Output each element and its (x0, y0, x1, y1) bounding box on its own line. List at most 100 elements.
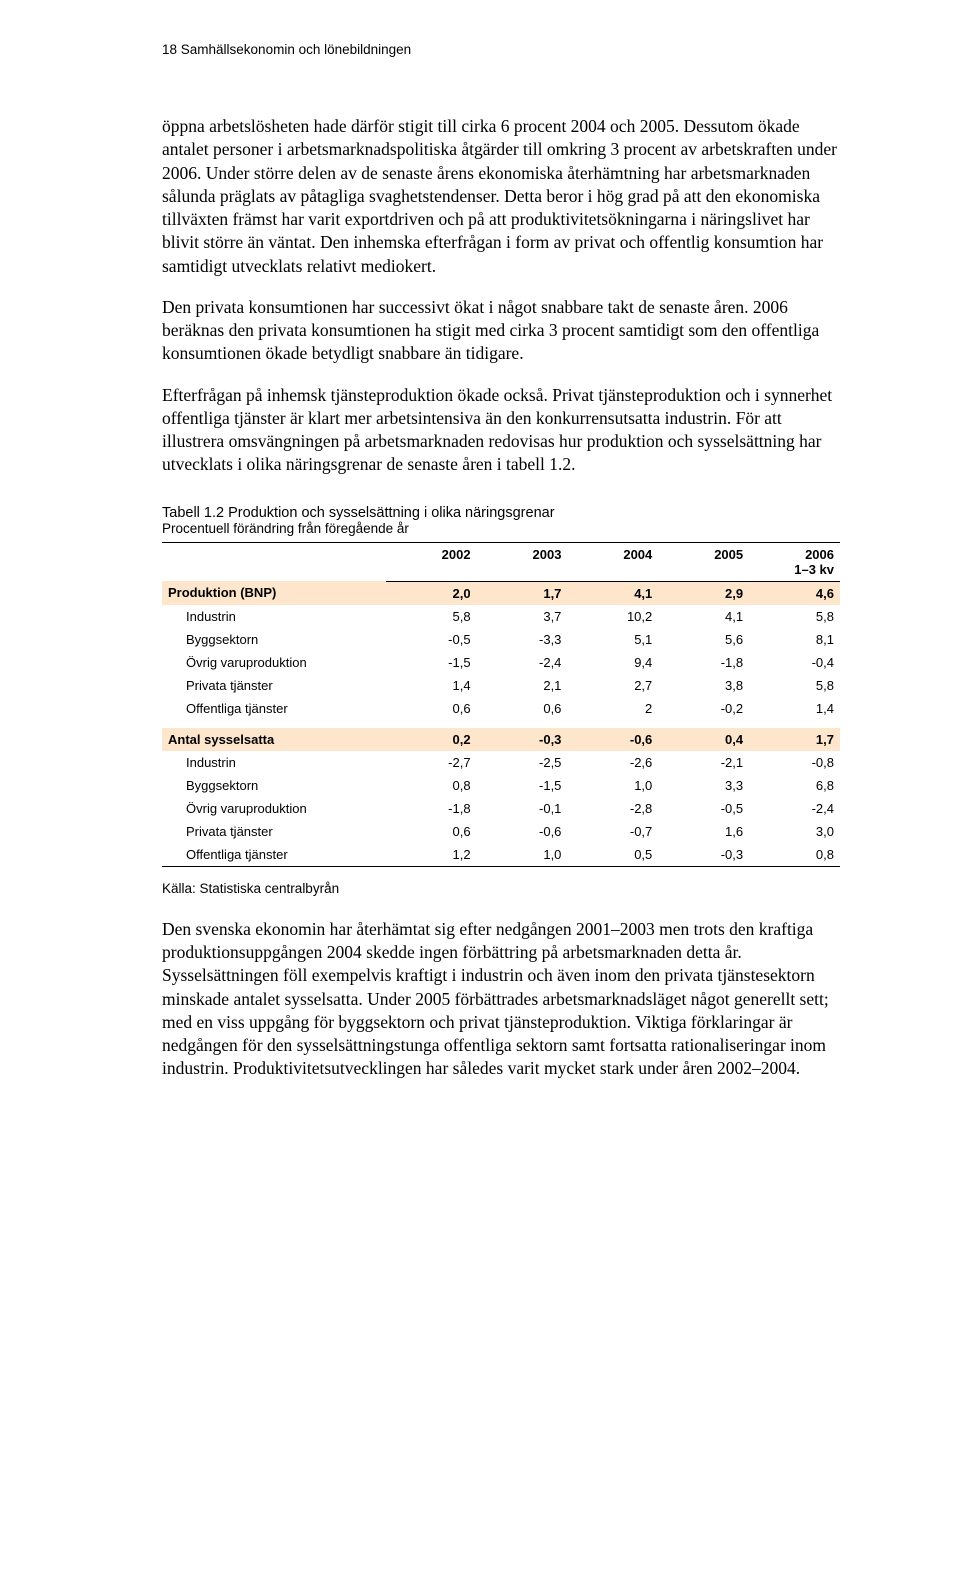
table-cell: -2,4 (749, 797, 840, 820)
table-cell: -2,6 (567, 751, 658, 774)
table-row-label: Byggsektorn (162, 774, 386, 797)
table-header-empty (162, 542, 386, 581)
table-cell: -2,7 (386, 751, 477, 774)
table-section-row: Produktion (BNP)2,01,74,12,94,6 (162, 581, 840, 605)
table-cell: 2 (567, 697, 658, 720)
table-cell: -2,5 (477, 751, 568, 774)
page-header: 18 Samhällsekonomin och lönebildningen (162, 42, 840, 57)
table-row-label: Offentliga tjänster (162, 843, 386, 867)
table-cell: -2,8 (567, 797, 658, 820)
table-cell: -0,3 (477, 728, 568, 751)
table-cell: 1,2 (386, 843, 477, 867)
table-section-label: Produktion (BNP) (162, 581, 386, 605)
table-cell: 3,7 (477, 605, 568, 628)
table-title: Tabell 1.2 Produktion och sysselsättning… (162, 505, 840, 521)
table-cell: 0,6 (477, 697, 568, 720)
table-cell: 4,6 (749, 581, 840, 605)
table-cell: 3,8 (658, 674, 749, 697)
table-cell: 0,8 (749, 843, 840, 867)
table-cell: -0,7 (567, 820, 658, 843)
table-cell: 3,3 (658, 774, 749, 797)
table-cell: 6,8 (749, 774, 840, 797)
table-row-label: Byggsektorn (162, 628, 386, 651)
table-source: Källa: Statistiska centralbyrån (162, 881, 840, 896)
table-cell: -1,8 (386, 797, 477, 820)
table-cell: 1,4 (749, 697, 840, 720)
table-cell: -0,4 (749, 651, 840, 674)
table-cell: 0,8 (386, 774, 477, 797)
table-cell: -0,6 (567, 728, 658, 751)
table-row: Privata tjänster1,42,12,73,85,8 (162, 674, 840, 697)
table-cell: -0,5 (386, 628, 477, 651)
paragraph-4: Den svenska ekonomin har återhämtat sig … (162, 918, 840, 1081)
table-row: Byggsektorn0,8-1,51,03,36,8 (162, 774, 840, 797)
table-row: Offentliga tjänster0,60,62-0,21,4 (162, 697, 840, 720)
table-cell: -0,6 (477, 820, 568, 843)
table-row-label: Privata tjänster (162, 820, 386, 843)
table-row: Industrin-2,7-2,5-2,6-2,1-0,8 (162, 751, 840, 774)
table-row-label: Industrin (162, 605, 386, 628)
table-cell: 5,1 (567, 628, 658, 651)
table-cell: -1,5 (386, 651, 477, 674)
table-spacer (162, 720, 840, 728)
table-row: Offentliga tjänster1,21,00,5-0,30,8 (162, 843, 840, 867)
table-row-label: Industrin (162, 751, 386, 774)
table-cell: -0,3 (658, 843, 749, 867)
table-cell: -3,3 (477, 628, 568, 651)
table-row: Byggsektorn-0,5-3,35,15,68,1 (162, 628, 840, 651)
table-row: Övrig varuproduktion-1,5-2,49,4-1,8-0,4 (162, 651, 840, 674)
table-cell: 1,7 (477, 581, 568, 605)
table-section-label: Antal sysselsatta (162, 728, 386, 751)
table-cell: 2,7 (567, 674, 658, 697)
data-table: 200220032004200520061–3 kvProduktion (BN… (162, 542, 840, 867)
table-header-cell: 2003 (477, 542, 568, 581)
table-row-label: Övrig varuproduktion (162, 797, 386, 820)
table-cell: 0,4 (658, 728, 749, 751)
table-header-cell: 20061–3 kv (749, 542, 840, 581)
table-header-cell: 2002 (386, 542, 477, 581)
table-cell: 1,0 (477, 843, 568, 867)
table-header-cell: 2005 (658, 542, 749, 581)
table-row: Industrin5,83,710,24,15,8 (162, 605, 840, 628)
table-cell: -1,5 (477, 774, 568, 797)
table-cell: 0,6 (386, 697, 477, 720)
table-cell: 2,9 (658, 581, 749, 605)
table-cell: 1,4 (386, 674, 477, 697)
table-cell: 0,5 (567, 843, 658, 867)
table-cell: -1,8 (658, 651, 749, 674)
table-cell: 9,4 (567, 651, 658, 674)
table-section-row: Antal sysselsatta0,2-0,3-0,60,41,7 (162, 728, 840, 751)
table-cell: 1,0 (567, 774, 658, 797)
table-cell: 4,1 (567, 581, 658, 605)
table-cell: 5,8 (386, 605, 477, 628)
table-cell: -0,2 (658, 697, 749, 720)
table-row-label: Offentliga tjänster (162, 697, 386, 720)
table-subtitle: Procentuell förändring från föregående å… (162, 521, 840, 536)
table-row-label: Privata tjänster (162, 674, 386, 697)
table-cell: 4,1 (658, 605, 749, 628)
table-header-row: 200220032004200520061–3 kv (162, 542, 840, 581)
table-cell: 5,8 (749, 674, 840, 697)
table-cell: 2,1 (477, 674, 568, 697)
table-row: Övrig varuproduktion-1,8-0,1-2,8-0,5-2,4 (162, 797, 840, 820)
table-row-label: Övrig varuproduktion (162, 651, 386, 674)
table-cell: 5,6 (658, 628, 749, 651)
table-header-cell: 2004 (567, 542, 658, 581)
table-cell: 2,0 (386, 581, 477, 605)
paragraph-3: Efterfrågan på inhemsk tjänsteproduktion… (162, 384, 840, 477)
table-cell: -0,1 (477, 797, 568, 820)
table-row: Privata tjänster0,6-0,6-0,71,63,0 (162, 820, 840, 843)
table-cell: -0,5 (658, 797, 749, 820)
table-cell: 3,0 (749, 820, 840, 843)
paragraph-1: öppna arbetslösheten hade därför stigit … (162, 115, 840, 278)
paragraph-2: Den privata konsumtionen har successivt … (162, 296, 840, 366)
table-cell: 5,8 (749, 605, 840, 628)
table-cell: -2,4 (477, 651, 568, 674)
table-cell: -0,8 (749, 751, 840, 774)
table-cell: 0,6 (386, 820, 477, 843)
table-cell: 0,2 (386, 728, 477, 751)
table-cell: -2,1 (658, 751, 749, 774)
table-cell: 10,2 (567, 605, 658, 628)
table-cell: 1,7 (749, 728, 840, 751)
table-cell: 8,1 (749, 628, 840, 651)
